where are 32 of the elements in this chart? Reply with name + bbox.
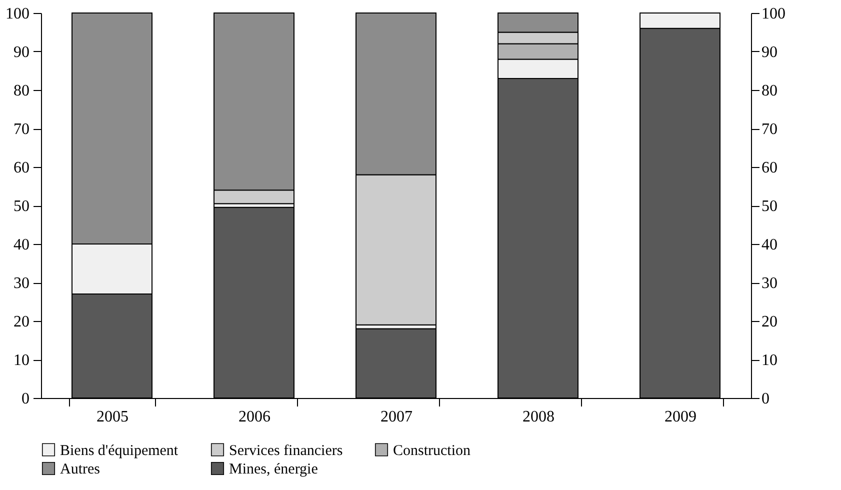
y-tick-label: 10 — [14, 352, 30, 369]
y-tick-label: 0 — [22, 390, 30, 408]
y2-tick-label: 10 — [762, 352, 778, 369]
y-tick-label: 100 — [6, 6, 30, 22]
y-tick-label: 40 — [14, 236, 30, 254]
legend-label: Services financiers — [229, 442, 343, 459]
y2-tick-label: 30 — [762, 275, 778, 292]
legend-label: Mines, énergie — [229, 462, 318, 478]
y2-tick-label: 20 — [762, 314, 778, 330]
legend-label: Autres — [60, 462, 100, 478]
y2-tick-label: 50 — [762, 198, 778, 215]
y-tick-label: 30 — [14, 275, 30, 292]
x-tick-label: 2006 — [238, 408, 270, 426]
x-tick-label: 2007 — [380, 408, 412, 426]
y-tick-label: 70 — [14, 121, 30, 138]
x-tick-label: 2008 — [522, 408, 554, 426]
y2-tick-label: 80 — [762, 82, 778, 100]
x-tick-label: 2005 — [96, 408, 128, 426]
y-tick-label: 50 — [14, 198, 30, 215]
x-tick-label: 2009 — [664, 408, 696, 426]
y2-tick-label: 60 — [762, 160, 778, 176]
y-tick-label: 90 — [14, 44, 30, 61]
y-tick-label: 80 — [14, 82, 30, 100]
legend-label: Biens d'équipement — [60, 442, 179, 459]
y-tick-label: 20 — [14, 314, 30, 330]
y-tick-label: 60 — [14, 160, 30, 176]
y2-tick-label: 90 — [762, 44, 778, 61]
y2-tick-label: 0 — [762, 390, 770, 408]
y2-tick-label: 100 — [762, 6, 786, 22]
y2-tick-label: 70 — [762, 121, 778, 138]
legend-label: Construction — [393, 442, 471, 459]
y2-tick-label: 40 — [762, 236, 778, 254]
